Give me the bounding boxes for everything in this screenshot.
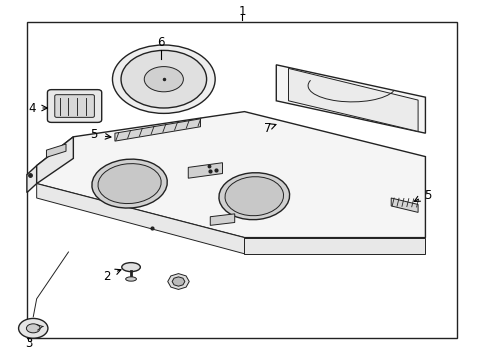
- FancyBboxPatch shape: [47, 90, 102, 122]
- Ellipse shape: [112, 45, 215, 113]
- FancyBboxPatch shape: [55, 95, 94, 117]
- Text: 4: 4: [28, 102, 36, 114]
- Polygon shape: [46, 144, 66, 157]
- Polygon shape: [37, 137, 73, 184]
- Polygon shape: [27, 166, 37, 193]
- Text: 3: 3: [24, 337, 32, 350]
- Text: 6: 6: [157, 36, 165, 49]
- Text: 5: 5: [90, 129, 98, 141]
- Text: 2: 2: [102, 270, 110, 283]
- Ellipse shape: [125, 277, 136, 281]
- Ellipse shape: [19, 318, 48, 338]
- Polygon shape: [37, 112, 425, 238]
- Polygon shape: [37, 184, 244, 254]
- Ellipse shape: [98, 164, 161, 203]
- Ellipse shape: [121, 50, 206, 108]
- Polygon shape: [210, 214, 234, 225]
- Ellipse shape: [26, 324, 40, 333]
- Bar: [27, 22, 456, 338]
- Ellipse shape: [144, 67, 183, 92]
- Polygon shape: [288, 68, 417, 131]
- Text: 1: 1: [238, 5, 245, 18]
- Ellipse shape: [92, 159, 167, 208]
- Text: 5: 5: [424, 189, 431, 202]
- Ellipse shape: [219, 173, 289, 220]
- Polygon shape: [115, 119, 200, 141]
- Polygon shape: [188, 163, 222, 178]
- Ellipse shape: [122, 263, 140, 271]
- Polygon shape: [390, 198, 417, 212]
- Text: 7: 7: [264, 122, 271, 135]
- Polygon shape: [244, 238, 425, 254]
- Polygon shape: [276, 65, 425, 133]
- Ellipse shape: [224, 177, 283, 216]
